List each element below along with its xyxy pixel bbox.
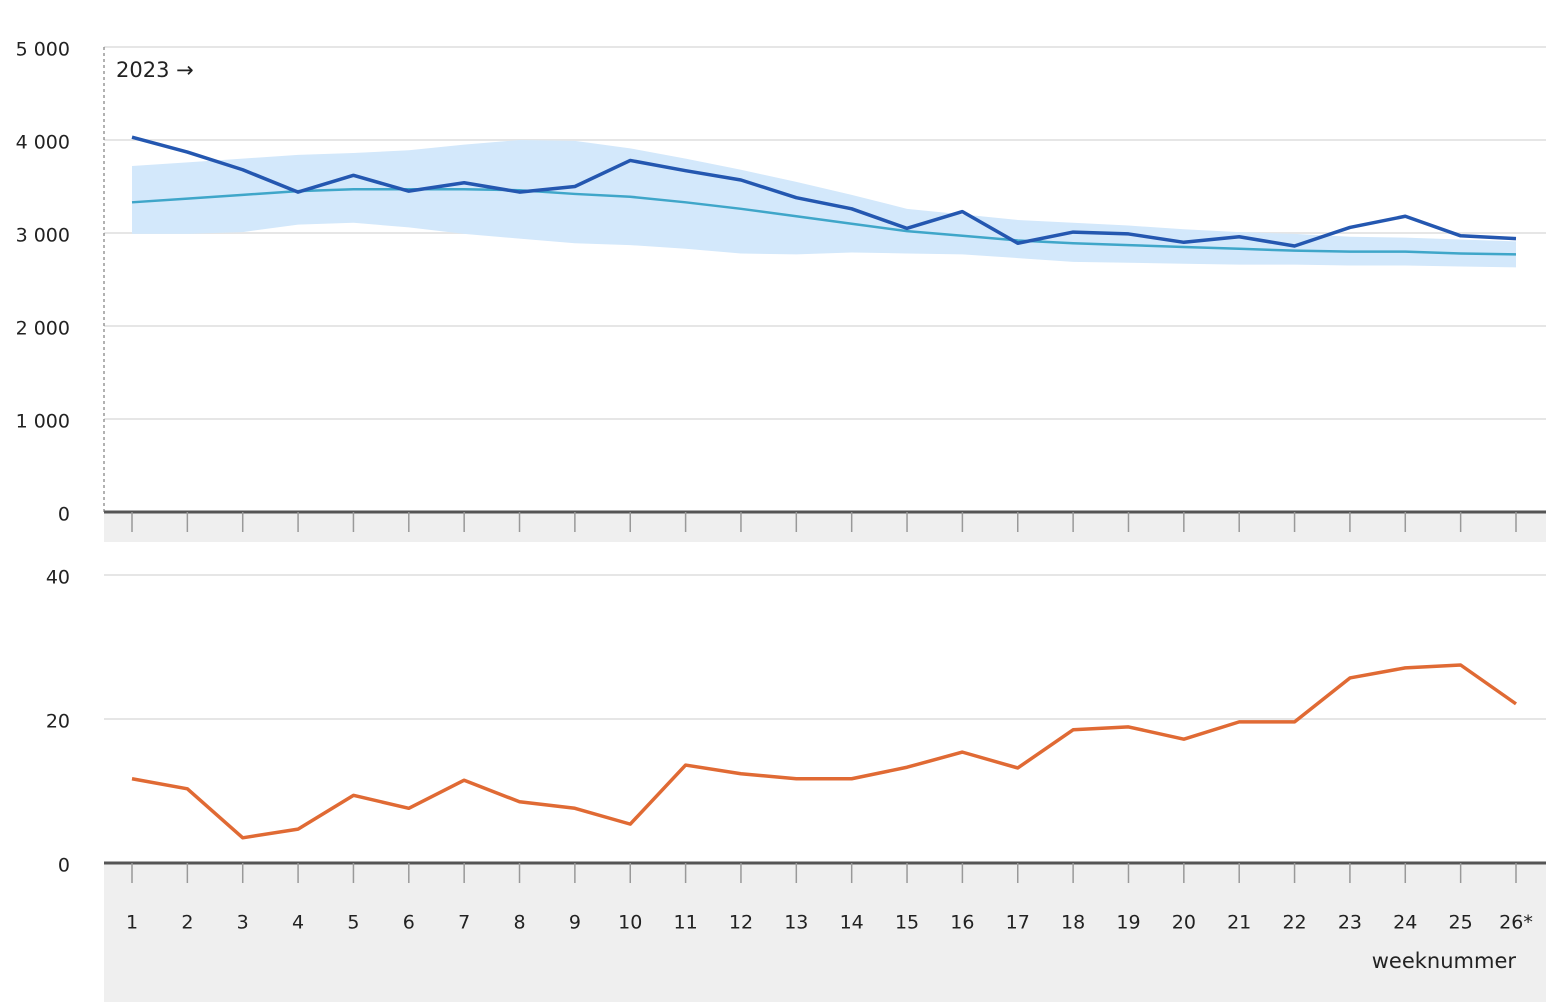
x-tick-label: 20: [1172, 912, 1196, 934]
annotation: 2023 →: [116, 58, 194, 82]
x-tick-label: 24: [1393, 912, 1417, 934]
axis-band: [104, 863, 1546, 1002]
x-tick-label: 17: [1006, 912, 1030, 934]
y-tick-label: 0: [58, 855, 70, 877]
x-tick-label: 15: [895, 912, 919, 934]
y-tick-label: 5 000: [16, 39, 70, 61]
x-tick-label: 22: [1282, 912, 1306, 934]
x-tick-label: 19: [1116, 912, 1140, 934]
x-tick-label: 3: [237, 912, 249, 934]
x-tick-label: 11: [674, 912, 698, 934]
line: [131, 188, 1517, 256]
y-tick-label: 1 000: [16, 411, 70, 433]
x-tick-label: 5: [347, 912, 359, 934]
x-tick-label: 1: [126, 912, 138, 934]
y-tick-label: 40: [46, 567, 70, 589]
x-tick-label: 21: [1227, 912, 1251, 934]
x-tick-label: 9: [569, 912, 581, 934]
x-tick-label: 13: [784, 912, 808, 934]
x-axis-label: weeknummer: [1372, 949, 1517, 973]
line: [131, 663, 1518, 840]
x-tick-label: 2: [181, 912, 193, 934]
x-tick-label: 14: [840, 912, 864, 934]
x-tick-label: 18: [1061, 912, 1085, 934]
x-tick-label: 7: [458, 912, 470, 934]
y-tick-label: 4 000: [16, 132, 70, 154]
y-tick-label: 3 000: [16, 225, 70, 247]
x-tick-label: 25: [1449, 912, 1473, 934]
line: [131, 135, 1517, 248]
axis-band: [104, 512, 1546, 542]
x-tick-label: 6: [403, 912, 415, 934]
y-tick-label: 0: [58, 504, 70, 526]
x-tick-label: 12: [729, 912, 753, 934]
y-tick-label: 20: [46, 711, 70, 733]
x-tick-label: 10: [618, 912, 642, 934]
x-tick-label: 4: [292, 912, 304, 934]
x-tick-label: 23: [1338, 912, 1362, 934]
x-tick-label: 16: [950, 912, 974, 934]
y-tick-label: 2 000: [16, 318, 70, 340]
x-tick-label: 26*: [1499, 912, 1533, 934]
x-tick-label: 8: [513, 912, 525, 934]
